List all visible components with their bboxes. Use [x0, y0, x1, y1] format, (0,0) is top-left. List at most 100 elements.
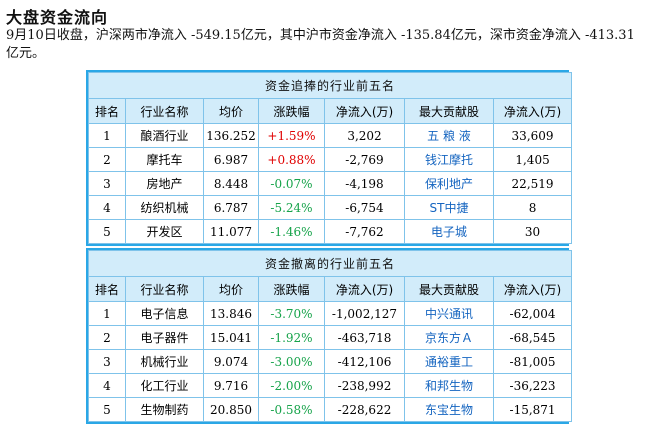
avg-price-cell: 6.787 — [203, 195, 259, 220]
table-row: 4 化工行业 9.716 -2.00% -238,992 和邦生物 -36,223 — [88, 373, 573, 398]
col-header-stock-net-inflow: 净流入(万) — [492, 276, 573, 302]
avg-price-cell: 9.074 — [203, 349, 259, 374]
net-inflow-cell: -6,754 — [324, 195, 405, 220]
table-row: 1 酿酒行业 136.252 +1.59% 3,202 五 粮 液 33,609 — [88, 123, 573, 148]
col-header-industry: 行业名称 — [125, 276, 204, 302]
rank-cell: 3 — [88, 349, 126, 374]
avg-price-cell: 8.448 — [203, 171, 259, 196]
avg-price-cell: 20.850 — [203, 397, 259, 422]
top-stock-link[interactable]: 电子城 — [404, 219, 494, 244]
rank-cell: 4 — [88, 373, 126, 398]
net-inflow-cell: -2,769 — [324, 147, 405, 172]
avg-price-cell: 136.252 — [203, 123, 259, 148]
net-inflow-cell: -463,718 — [324, 325, 405, 350]
net-inflow-cell: -412,106 — [324, 349, 405, 374]
col-header-net-inflow: 净流入(万) — [324, 276, 405, 302]
industry-name-cell: 酿酒行业 — [125, 123, 204, 148]
change-cell: -3.70% — [258, 301, 325, 326]
net-inflow-cell: -1,002,127 — [324, 301, 405, 326]
top-stock-link[interactable]: 五 粮 液 — [404, 123, 494, 148]
industry-name-cell: 生物制药 — [125, 397, 204, 422]
col-header-top-stock: 最大贡献股 — [404, 98, 494, 124]
top-stock-link[interactable]: 保利地产 — [404, 171, 494, 196]
industry-name-cell: 开发区 — [125, 219, 204, 244]
page-title: 大盘资金流向 — [6, 8, 109, 27]
outflow-table-header: 排名 行业名称 均价 涨跌幅 净流入(万) 最大贡献股 净流入(万) — [88, 276, 573, 302]
rank-cell: 5 — [88, 397, 126, 422]
top-stock-link[interactable]: 中兴通讯 — [404, 301, 494, 326]
outflow-table-caption: 资金撤离的行业前五名 — [87, 250, 573, 277]
stock-net-inflow-cell: -68,545 — [492, 325, 573, 350]
avg-price-cell: 9.716 — [203, 373, 259, 398]
net-inflow-cell: -4,198 — [324, 171, 405, 196]
col-header-price: 均价 — [203, 276, 259, 302]
table-row: 5 生物制药 20.850 -0.58% -228,622 东宝生物 -15,871 — [88, 397, 573, 422]
col-header-change: 涨跌幅 — [258, 98, 325, 124]
col-header-top-stock: 最大贡献股 — [404, 276, 494, 302]
industry-name-cell: 房地产 — [125, 171, 204, 196]
col-header-rank: 排名 — [88, 276, 126, 302]
avg-price-cell: 6.987 — [203, 147, 259, 172]
stock-net-inflow-cell: 22,519 — [492, 171, 573, 196]
top-stock-link[interactable]: 京东方Ａ — [404, 325, 494, 350]
inflow-table-header: 排名 行业名称 均价 涨跌幅 净流入(万) 最大贡献股 净流入(万) — [88, 98, 573, 124]
stock-net-inflow-cell: 33,609 — [492, 123, 573, 148]
stock-net-inflow-cell: 8 — [492, 195, 573, 220]
industry-name-cell: 机械行业 — [125, 349, 204, 374]
col-header-industry: 行业名称 — [125, 98, 204, 124]
top-stock-link[interactable]: ST中捷 — [404, 195, 494, 220]
table-row: 2 电子器件 15.041 -1.92% -463,718 京东方Ａ -68,545 — [88, 325, 573, 350]
stock-net-inflow-cell: 1,405 — [492, 147, 573, 172]
rank-cell: 1 — [88, 123, 126, 148]
stock-net-inflow-cell: -15,871 — [492, 397, 573, 422]
change-cell: -2.00% — [258, 373, 325, 398]
top-stock-link[interactable]: 和邦生物 — [404, 373, 494, 398]
table-row: 3 房地产 8.448 -0.07% -4,198 保利地产 22,519 — [88, 171, 573, 196]
col-header-rank: 排名 — [88, 98, 126, 124]
top-stock-link[interactable]: 通裕重工 — [404, 349, 494, 374]
table-row: 2 摩托车 6.987 +0.88% -2,769 钱江摩托 1,405 — [88, 147, 573, 172]
industry-name-cell: 电子器件 — [125, 325, 204, 350]
industry-name-cell: 化工行业 — [125, 373, 204, 398]
stock-net-inflow-cell: -81,005 — [492, 349, 573, 374]
table-row: 5 开发区 11.077 -1.46% -7,762 电子城 30 — [88, 219, 573, 244]
inflow-table: 资金追捧的行业前五名 排名 行业名称 均价 涨跌幅 净流入(万) 最大贡献股 净… — [86, 70, 573, 246]
top-stock-link[interactable]: 钱江摩托 — [404, 147, 494, 172]
rank-cell: 2 — [88, 325, 126, 350]
net-inflow-cell: -238,992 — [324, 373, 405, 398]
rank-cell: 1 — [88, 301, 126, 326]
market-summary: 9月10日收盘，沪深两市净流入 -549.15亿元，其中沪市资金净流入 -135… — [6, 28, 635, 61]
col-header-net-inflow: 净流入(万) — [324, 98, 405, 124]
inflow-table-caption: 资金追捧的行业前五名 — [87, 72, 573, 99]
table-row: 3 机械行业 9.074 -3.00% -412,106 通裕重工 -81,005 — [88, 349, 573, 374]
industry-name-cell: 纺织机械 — [125, 195, 204, 220]
outflow-table: 资金撤离的行业前五名 排名 行业名称 均价 涨跌幅 净流入(万) 最大贡献股 净… — [86, 248, 573, 424]
change-cell: -3.00% — [258, 349, 325, 374]
net-inflow-cell: 3,202 — [324, 123, 405, 148]
change-cell: -1.92% — [258, 325, 325, 350]
industry-name-cell: 电子信息 — [125, 301, 204, 326]
col-header-price: 均价 — [203, 98, 259, 124]
rank-cell: 2 — [88, 147, 126, 172]
rank-cell: 5 — [88, 219, 126, 244]
col-header-stock-net-inflow: 净流入(万) — [492, 98, 573, 124]
avg-price-cell: 11.077 — [203, 219, 259, 244]
industry-name-cell: 摩托车 — [125, 147, 204, 172]
avg-price-cell: 15.041 — [203, 325, 259, 350]
stock-net-inflow-cell: -62,004 — [492, 301, 573, 326]
change-cell: +1.59% — [258, 123, 325, 148]
net-inflow-cell: -228,622 — [324, 397, 405, 422]
col-header-change: 涨跌幅 — [258, 276, 325, 302]
stock-net-inflow-cell: -36,223 — [492, 373, 573, 398]
change-cell: -0.58% — [258, 397, 325, 422]
stock-net-inflow-cell: 30 — [492, 219, 573, 244]
change-cell: -5.24% — [258, 195, 325, 220]
table-row: 1 电子信息 13.846 -3.70% -1,002,127 中兴通讯 -62,004 — [88, 301, 573, 326]
change-cell: +0.88% — [258, 147, 325, 172]
change-cell: -0.07% — [258, 171, 325, 196]
top-stock-link[interactable]: 东宝生物 — [404, 397, 494, 422]
table-row: 4 纺织机械 6.787 -5.24% -6,754 ST中捷 8 — [88, 195, 573, 220]
rank-cell: 3 — [88, 171, 126, 196]
avg-price-cell: 13.846 — [203, 301, 259, 326]
net-inflow-cell: -7,762 — [324, 219, 405, 244]
